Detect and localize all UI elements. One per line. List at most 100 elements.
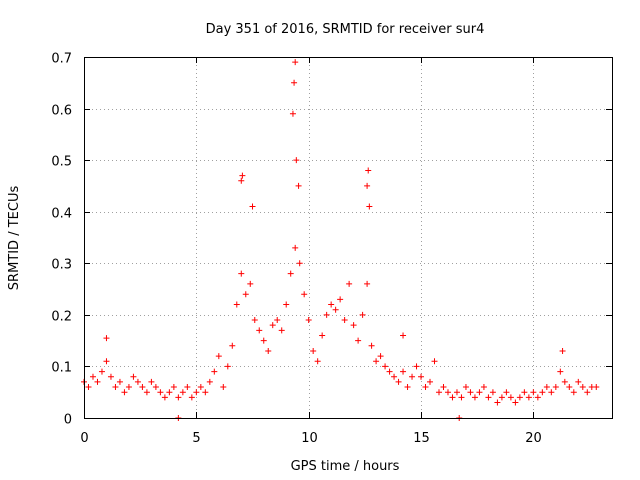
data-point — [107, 373, 114, 380]
data-point — [211, 368, 218, 375]
y-tick-label: 0.4 — [51, 207, 72, 222]
data-point — [157, 389, 164, 396]
data-point — [476, 389, 483, 396]
data-point — [539, 389, 546, 396]
data-point — [566, 384, 573, 391]
data-point — [249, 203, 256, 210]
data-point — [431, 358, 438, 365]
data-point — [449, 394, 456, 401]
data-point — [314, 358, 321, 365]
data-point — [521, 389, 528, 396]
data-point — [409, 373, 416, 380]
data-point — [202, 389, 209, 396]
y-tick-label: 0.3 — [51, 258, 72, 273]
data-point — [265, 347, 272, 354]
data-point — [229, 342, 236, 349]
data-point — [440, 384, 447, 391]
data-point — [453, 389, 460, 396]
data-point — [507, 394, 514, 401]
data-point — [239, 172, 246, 179]
data-point — [292, 59, 299, 66]
data-point — [462, 384, 469, 391]
data-point — [278, 327, 285, 334]
data-point — [233, 301, 240, 308]
data-point — [368, 342, 375, 349]
data-point — [224, 363, 231, 370]
data-point — [364, 182, 371, 189]
data-point — [328, 301, 335, 308]
data-point — [395, 378, 402, 385]
data-point — [269, 322, 276, 329]
data-point — [103, 358, 110, 365]
data-point — [543, 384, 550, 391]
x-tick-label: 0 — [80, 431, 88, 446]
data-point — [166, 389, 173, 396]
data-point — [584, 389, 591, 396]
data-point — [301, 291, 308, 298]
x-tick-label: 5 — [192, 431, 200, 446]
data-point — [548, 389, 555, 396]
data-point — [366, 203, 373, 210]
data-point — [377, 353, 384, 360]
data-point — [98, 368, 105, 375]
data-point — [287, 270, 294, 277]
data-point — [593, 384, 600, 391]
data-point — [238, 177, 245, 184]
data-point — [355, 337, 362, 344]
data-point — [400, 368, 407, 375]
data-point — [323, 311, 330, 318]
data-point — [579, 384, 586, 391]
data-point — [386, 368, 393, 375]
data-point — [494, 399, 501, 406]
data-point — [179, 389, 186, 396]
data-point — [530, 389, 537, 396]
y-tick-label: 0.6 — [51, 104, 72, 119]
data-point — [295, 182, 302, 189]
data-point — [256, 327, 263, 334]
data-point — [139, 384, 146, 391]
data-point — [94, 378, 101, 385]
data-point — [382, 363, 389, 370]
data-point — [413, 363, 420, 370]
data-point — [557, 368, 564, 375]
data-point — [293, 157, 300, 164]
data-point — [188, 394, 195, 401]
data-point — [130, 373, 137, 380]
data-point — [346, 280, 353, 287]
data-point — [364, 280, 371, 287]
data-point — [559, 347, 566, 354]
data-point — [458, 394, 465, 401]
data-point — [391, 373, 398, 380]
data-point — [184, 384, 191, 391]
data-point — [148, 378, 155, 385]
data-point — [570, 389, 577, 396]
data-point — [373, 358, 380, 365]
data-point — [534, 394, 541, 401]
data-point — [305, 317, 312, 324]
data-point — [291, 79, 298, 86]
data-point — [444, 389, 451, 396]
data-point — [125, 384, 132, 391]
data-point — [161, 394, 168, 401]
data-point — [296, 260, 303, 267]
data-point — [103, 335, 110, 342]
data-point — [193, 389, 200, 396]
data-point — [310, 347, 317, 354]
data-point — [289, 110, 296, 117]
data-point — [422, 384, 429, 391]
data-point — [418, 373, 425, 380]
chart-title: Day 351 of 2016, SRMTID for receiver sur… — [206, 22, 485, 37]
y-tick-label: 0.5 — [51, 155, 72, 170]
data-point — [561, 378, 568, 385]
data-point — [365, 167, 372, 174]
data-point — [471, 394, 478, 401]
data-point — [247, 280, 254, 287]
y-tick-labels: 0 0.1 0.2 0.3 0.4 0.5 0.6 0.7 — [51, 52, 72, 428]
y-axis-label: SRMTID / TECUs — [7, 186, 22, 291]
data-point — [427, 378, 434, 385]
data-point — [85, 384, 92, 391]
data-point — [319, 332, 326, 339]
data-point — [485, 394, 492, 401]
data-point — [260, 337, 267, 344]
